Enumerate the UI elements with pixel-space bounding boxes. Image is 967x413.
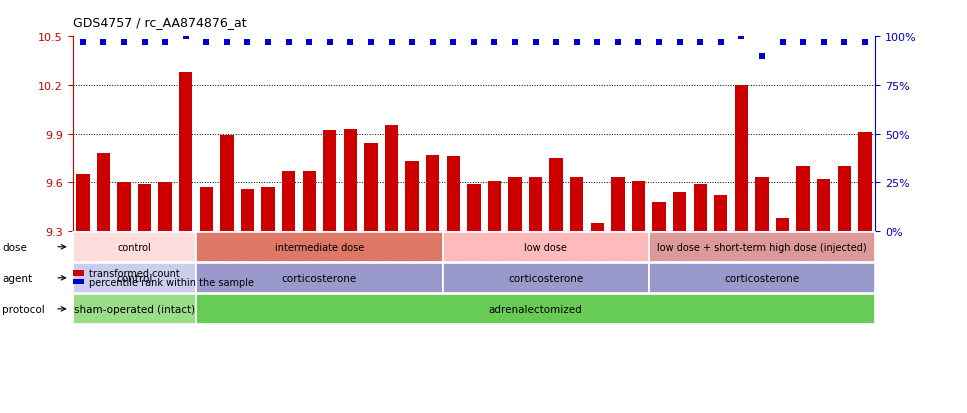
- Bar: [97, 154, 110, 231]
- Bar: [509, 178, 521, 231]
- Bar: [487, 181, 501, 231]
- Bar: [570, 178, 583, 231]
- Bar: [443, 232, 649, 262]
- Bar: [196, 232, 443, 262]
- Text: protocol: protocol: [2, 304, 44, 314]
- Bar: [73, 232, 196, 262]
- Bar: [797, 166, 809, 231]
- Bar: [611, 178, 625, 231]
- Bar: [653, 202, 665, 231]
- Text: transformed count: transformed count: [89, 268, 180, 278]
- Bar: [467, 184, 481, 231]
- Text: dose: dose: [2, 242, 27, 252]
- Text: corticosterone: corticosterone: [509, 273, 583, 283]
- Bar: [549, 159, 563, 231]
- Text: agent: agent: [2, 273, 32, 283]
- Bar: [447, 157, 460, 231]
- Bar: [179, 73, 192, 231]
- Bar: [673, 192, 687, 231]
- Bar: [591, 223, 604, 231]
- Text: low dose: low dose: [524, 242, 568, 252]
- Bar: [159, 183, 172, 231]
- Text: GDS4757 / rc_AA874876_at: GDS4757 / rc_AA874876_at: [73, 16, 247, 29]
- Text: corticosterone: corticosterone: [281, 273, 357, 283]
- Text: low dose + short-term high dose (injected): low dose + short-term high dose (injecte…: [658, 242, 866, 252]
- Text: adrenalectomized: adrenalectomized: [488, 304, 582, 314]
- Bar: [385, 126, 398, 231]
- Bar: [529, 178, 542, 231]
- Bar: [196, 263, 443, 293]
- Bar: [693, 184, 707, 231]
- Bar: [858, 133, 871, 231]
- Bar: [649, 263, 875, 293]
- Bar: [261, 188, 275, 231]
- Bar: [73, 280, 84, 285]
- Bar: [220, 136, 234, 231]
- Text: corticosterone: corticosterone: [724, 273, 800, 283]
- Bar: [443, 263, 649, 293]
- Text: percentile rank within the sample: percentile rank within the sample: [89, 277, 254, 287]
- Text: control: control: [116, 273, 153, 283]
- Bar: [426, 155, 439, 231]
- Bar: [649, 232, 875, 262]
- Bar: [73, 294, 196, 324]
- Bar: [817, 180, 831, 231]
- Bar: [776, 218, 789, 231]
- Bar: [282, 171, 295, 231]
- Bar: [755, 178, 769, 231]
- Bar: [241, 189, 254, 231]
- Bar: [199, 188, 213, 231]
- Bar: [837, 166, 851, 231]
- Text: sham-operated (intact): sham-operated (intact): [73, 304, 194, 314]
- Bar: [631, 181, 645, 231]
- Bar: [76, 175, 90, 231]
- Bar: [343, 129, 357, 231]
- Bar: [303, 171, 316, 231]
- Bar: [196, 294, 875, 324]
- Text: intermediate dose: intermediate dose: [275, 242, 365, 252]
- Bar: [735, 86, 748, 231]
- Text: control: control: [117, 242, 151, 252]
- Bar: [714, 196, 727, 231]
- Bar: [323, 131, 337, 231]
- Bar: [73, 263, 196, 293]
- Bar: [405, 162, 419, 231]
- Bar: [117, 183, 131, 231]
- Bar: [138, 184, 151, 231]
- Bar: [73, 271, 84, 276]
- Bar: [365, 144, 378, 231]
